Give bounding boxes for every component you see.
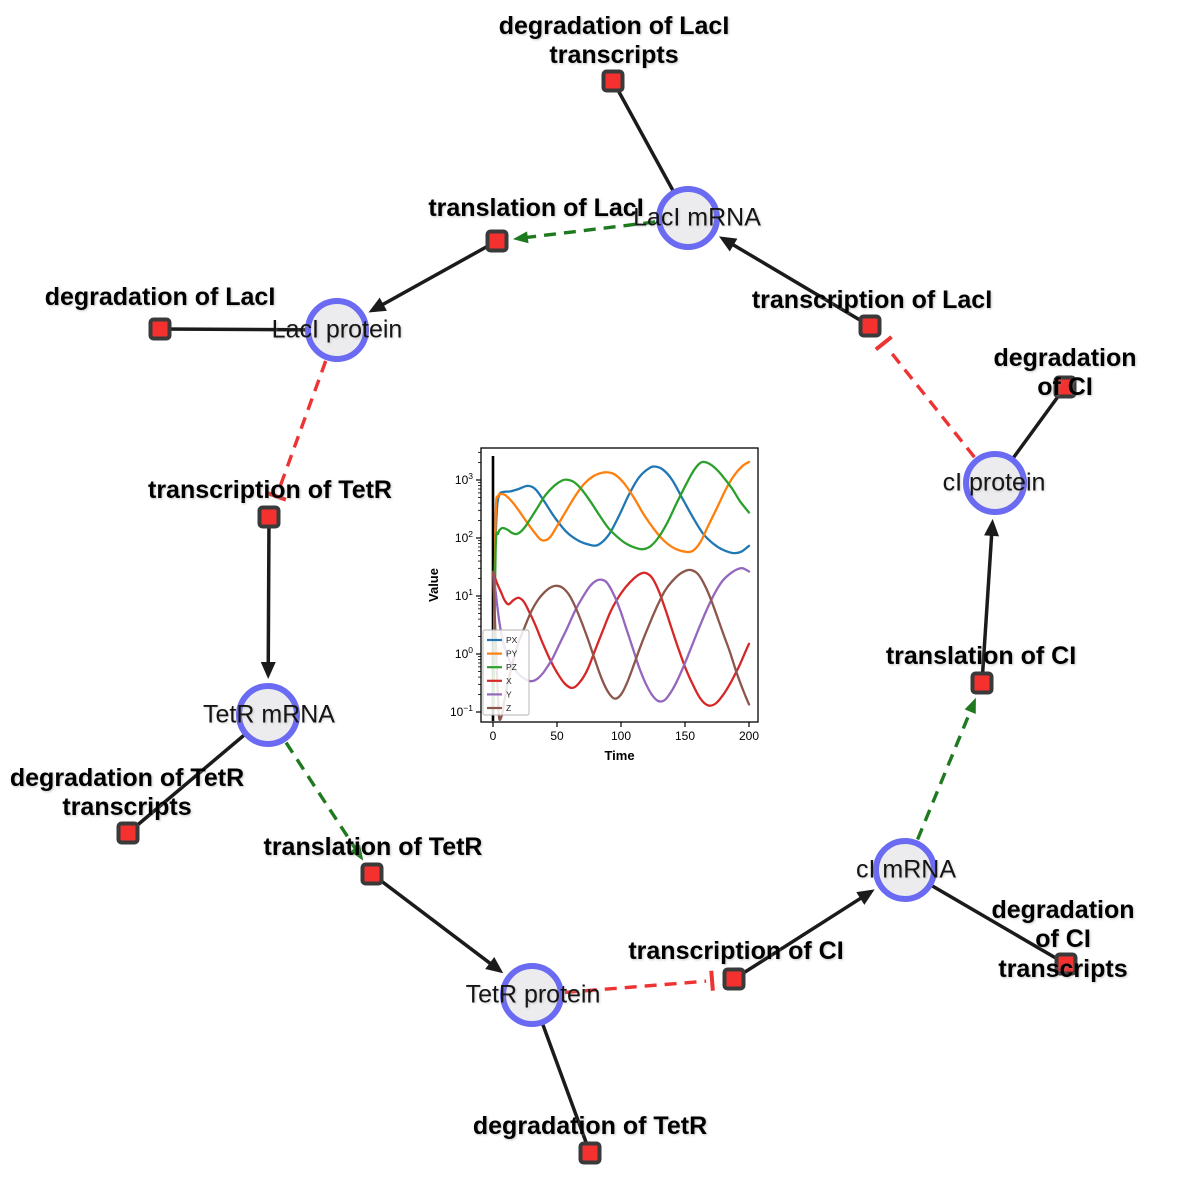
reaction-label-txn-tetr: transcription of TetR [148, 476, 392, 504]
svg-text:Z: Z [506, 703, 511, 713]
reaction-node-transl-tetr[interactable] [360, 862, 384, 886]
reaction-label-transl-laci: translation of LacI [428, 194, 644, 222]
reaction-label-txn-ci: transcription of CI [628, 937, 844, 965]
svg-text:0: 0 [490, 729, 497, 743]
reaction-label-deg-tetr: degradation of TetR [472, 1112, 708, 1140]
svg-text:200: 200 [739, 729, 759, 743]
reaction-node-txn-tetr[interactable] [257, 505, 281, 529]
species-label-ci-protein: cI protein [942, 468, 1046, 497]
y-axis: 10−1 100 101 102 103 [450, 451, 481, 719]
series-PX [492, 465, 751, 709]
reaction-node-deg-ci-tx[interactable] [1054, 952, 1078, 976]
inset-chart: 10−1 100 101 102 103 0 50 100 150 200 Time Value PX P… [425, 430, 773, 768]
chart-series [491, 460, 751, 721]
svg-text:10−1: 10−1 [450, 703, 473, 719]
reaction-node-txn-ci[interactable] [722, 967, 746, 991]
species-label-ci-mrna: cI mRNA [856, 855, 956, 884]
svg-text:102: 102 [455, 529, 473, 545]
reaction-node-deg-laci[interactable] [148, 317, 172, 341]
svg-text:100: 100 [455, 645, 473, 661]
svg-text:103: 103 [455, 471, 473, 487]
species-node-tetr-protein[interactable] [500, 963, 564, 1027]
svg-text:150: 150 [675, 729, 695, 743]
reaction-node-deg-laci-tx[interactable] [601, 69, 625, 93]
species-label-tetr-protein: TetR protein [465, 980, 601, 1009]
reaction-node-deg-tetr[interactable] [578, 1141, 602, 1165]
reaction-node-transl-ci[interactable] [970, 671, 994, 695]
reaction-label-deg-laci-tx: degradation of LacI transcripts [498, 12, 730, 70]
chart-xlabel: Time [604, 748, 634, 763]
reaction-label-deg-ci: degradation of CI [993, 344, 1137, 402]
reaction-label-deg-ci-tx: degradation of CI transcripts [991, 896, 1135, 983]
series-X [491, 570, 751, 707]
series-Y [491, 567, 751, 703]
species-label-laci-protein: LacI protein [271, 315, 403, 344]
svg-text:50: 50 [550, 729, 564, 743]
species-node-laci-protein[interactable] [305, 298, 369, 362]
series-PY [492, 460, 751, 709]
x-axis: 0 50 100 150 200 [490, 722, 759, 743]
svg-text:PZ: PZ [506, 662, 517, 672]
svg-text:Y: Y [506, 689, 512, 699]
reaction-label-deg-laci: degradation of LacI [44, 283, 276, 311]
series-PZ [492, 460, 751, 709]
reaction-label-transl-ci: translation of CI [885, 642, 1077, 670]
reaction-node-deg-ci[interactable] [1053, 375, 1077, 399]
svg-text:X: X [506, 676, 512, 686]
reaction-node-transl-laci[interactable] [485, 229, 509, 253]
species-node-ci-mrna[interactable] [873, 838, 937, 902]
chart-legend: PX PY PZ XYZ [482, 629, 530, 716]
species-node-tetr-mrna[interactable] [236, 683, 300, 747]
reaction-label-deg-tetr-tx: degradation of TetR transcripts [9, 764, 245, 822]
chart-axes-box [480, 447, 759, 723]
svg-text:PX: PX [506, 635, 518, 645]
chart-ylabel: Value [426, 568, 441, 602]
reaction-label-txn-laci: transcription of LacI [751, 286, 993, 314]
species-label-laci-mrna: LacI mRNA [633, 203, 761, 232]
svg-text:100: 100 [611, 729, 631, 743]
species-node-laci-mrna[interactable] [656, 186, 720, 250]
species-label-tetr-mrna: TetR mRNA [203, 700, 335, 729]
svg-text:101: 101 [455, 587, 473, 603]
reaction-label-transl-tetr: translation of TetR [263, 833, 483, 861]
svg-text:PY: PY [506, 649, 518, 659]
reaction-node-txn-laci[interactable] [858, 314, 882, 338]
reaction-node-deg-tetr-tx[interactable] [116, 821, 140, 845]
species-node-ci-protein[interactable] [963, 451, 1027, 515]
